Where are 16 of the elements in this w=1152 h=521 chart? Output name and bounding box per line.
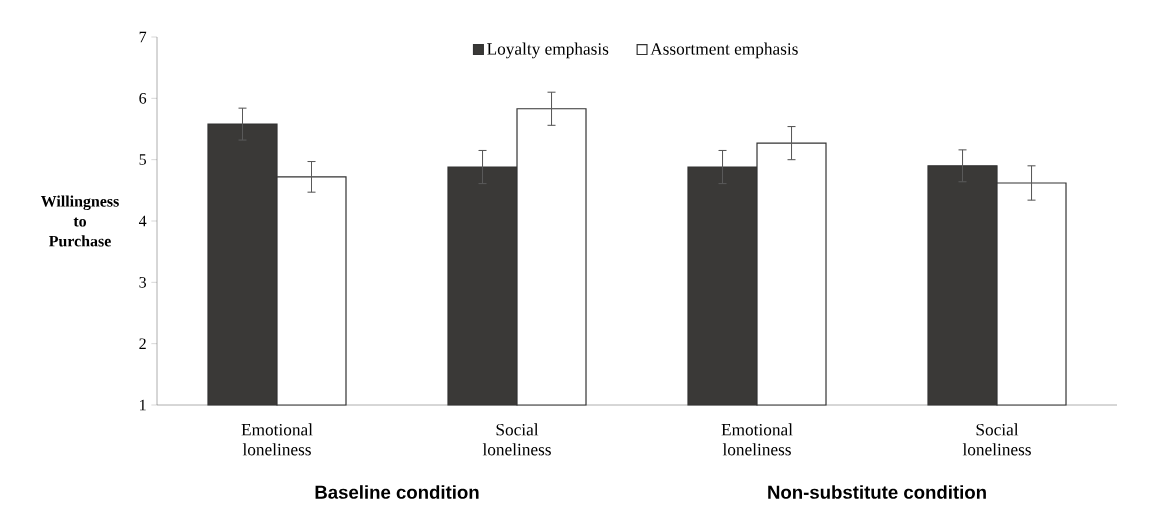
x-tick-label: Emotional loneliness [241, 423, 313, 456]
y-tick-label: 5 [139, 154, 147, 165]
y-tick-label: 1 [140, 399, 146, 411]
x-tick-label: Social loneliness [962, 423, 1031, 456]
text: Non-substitute condition [768, 485, 986, 499]
y-tick-label: 3 [139, 276, 147, 288]
y-tick-label: 2 [139, 338, 146, 349]
y-tick-label: 7 [139, 31, 147, 43]
x-tick-label: Social loneliness [482, 423, 551, 456]
legend-label: Assortment emphasis [650, 42, 798, 59]
y-tick-label: 6 [139, 92, 147, 104]
y-axis-title: Willingness to Purchase [40, 195, 119, 247]
y-tick-label: 4 [138, 215, 147, 227]
x-tick-label: Emotional loneliness [721, 423, 793, 456]
legend-label: Loyalty emphasis [487, 42, 609, 59]
text: Baseline condition [315, 485, 479, 499]
